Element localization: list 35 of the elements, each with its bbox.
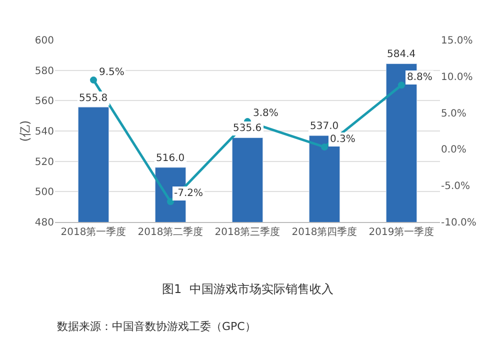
y-tick-label: 500 <box>34 187 54 198</box>
x-tick-label: 2018第一季度 <box>60 226 126 238</box>
y2-tick-label: 10.0% <box>441 72 473 83</box>
y2-tick-label: -10.0% <box>441 218 476 228</box>
data-label: 537.0 <box>310 121 339 132</box>
data-label: 535.6 <box>233 123 262 134</box>
data-label: 0.3% <box>330 134 356 145</box>
y-tick-label: 600 <box>34 36 54 46</box>
x-tick-label: 2019第一季度 <box>368 226 434 238</box>
point <box>90 76 97 84</box>
data-label: 555.8 <box>79 93 108 104</box>
data-label: 3.8% <box>253 108 278 119</box>
y-tick-label: 520 <box>34 156 54 168</box>
data-label: 9.5% <box>99 67 124 78</box>
y-tick-label: 560 <box>34 96 54 108</box>
x-tick-label: 2018第二季度 <box>138 226 204 238</box>
y2-tick-label: -5.0% <box>441 181 470 192</box>
data-label: 8.8% <box>407 72 432 83</box>
data-label: 584.4 <box>387 49 416 60</box>
source-note: 数据来源：中国音数协游戏工委（GPC） <box>57 320 256 333</box>
y-tick-label: 580 <box>34 66 54 77</box>
data-label: 516.0 <box>156 153 185 164</box>
y2-tick-label: 0.0% <box>441 144 466 156</box>
point <box>398 82 405 89</box>
text: 图1 中国游戏市场实际销售收入 <box>162 282 334 296</box>
point <box>167 198 174 206</box>
data-label: -7.2% <box>174 188 204 199</box>
y-tick-label: 540 <box>34 126 54 138</box>
x-tick-label: 2018第三季度 <box>214 226 280 238</box>
y-tick-label: 480 <box>34 218 54 228</box>
y2-tick-label: 5.0% <box>441 108 466 120</box>
point <box>321 144 328 151</box>
y-axis-title: (亿) <box>18 120 32 142</box>
x-tick-label: 2018第四季度 <box>292 226 358 238</box>
y2-tick-label: 15.0% <box>441 36 473 46</box>
